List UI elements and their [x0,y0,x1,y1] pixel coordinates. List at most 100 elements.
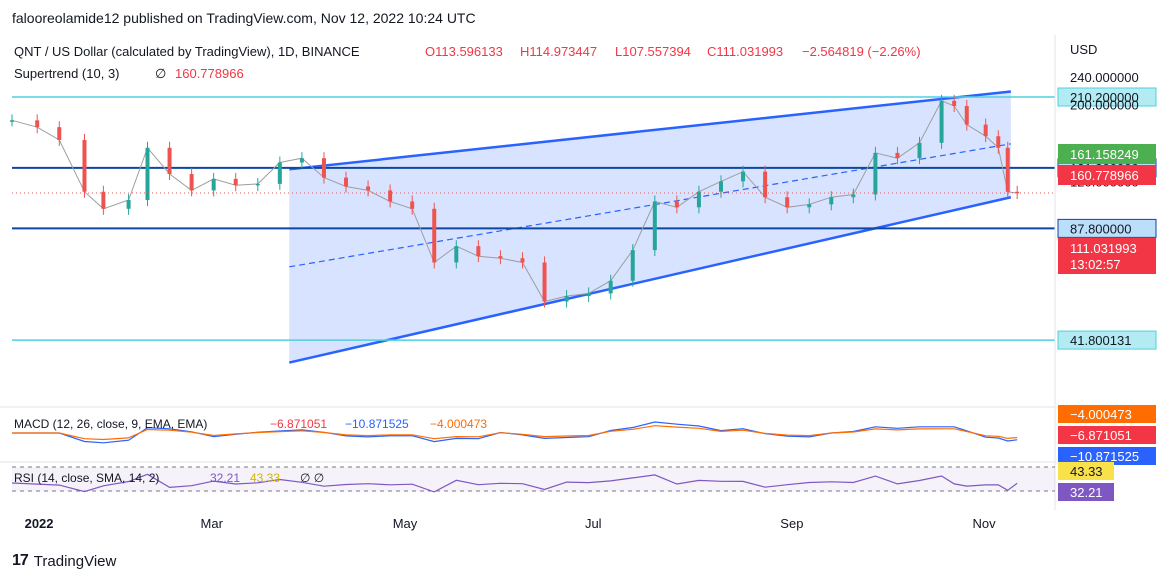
price-chart[interactable]: QNT / US Dollar (calculated by TradingVi… [0,35,1173,550]
level-label: 87.800000 [1070,221,1131,236]
rsi-scale-box [1058,483,1114,501]
candle-body [211,178,216,191]
candle-body [608,280,613,294]
candle-body [410,201,415,209]
macd-signal-value: −4.000473 [430,417,487,431]
candle-body [1005,147,1010,192]
candle-body [564,296,569,302]
x-tick-label: Sep [780,516,803,531]
price-label: 161.158249 [1070,147,1139,162]
tradingview-logo-icon: 17 [12,552,29,569]
candle-body [917,142,922,159]
price-label-box [1058,238,1156,274]
macd-scale-box [1058,426,1156,444]
candle-body [718,181,723,192]
publisher-line: falooreolamide12 published on TradingVie… [12,10,476,26]
price-label-box [1058,165,1156,185]
x-tick-label: Nov [973,516,997,531]
rsi-value: 32.21 [210,471,240,485]
candle-body [983,124,988,137]
candle-body [1015,191,1020,194]
candle-body [498,256,503,259]
rsi-label: RSI (14, close, SMA, 14, 2) [14,471,159,485]
x-tick-label: Jul [585,516,602,531]
ohlc-high: H114.973447 [520,44,597,59]
level-label-box [1057,330,1157,350]
macd-scale-box [1058,447,1156,465]
candle-body [189,174,194,191]
ohlc-open: O113.596133 [425,44,503,59]
candle-body [785,197,790,208]
candle-body [255,183,260,186]
y-tick-label: 200.000000 [1070,97,1139,112]
macd-scale-label: −4.000473 [1070,407,1132,422]
level-label: 210.200000 [1070,90,1139,105]
candle-body [476,246,481,257]
candle-body [996,136,1001,148]
candle-body [233,178,238,186]
ohlc-low: L107.557394 [615,44,691,59]
candle-body [145,147,150,201]
candle-body [520,258,525,263]
rsi-scale-label: 32.21 [1070,485,1103,500]
candle-body [57,127,62,140]
level-label-box [1057,218,1157,238]
price-label: 160.778966 [1070,168,1139,183]
candle-body [167,147,172,175]
candle-body [652,201,657,251]
macd-signal-line [12,425,1018,441]
rsi-scale-box [1058,462,1114,480]
candle-body [741,171,746,182]
macd-scale-label: −6.871051 [1070,428,1132,443]
x-tick-label: Mar [201,516,224,531]
candle-body [873,152,878,195]
footer: 17 TradingView [12,552,116,570]
macd-scale-label: −10.871525 [1070,449,1139,464]
channel-fill [289,91,1011,363]
rsi-line [11,473,1018,493]
candle-body [807,204,812,208]
supertrend-icon: ∅ [155,66,166,81]
price-countdown: 13:02:57 [1070,257,1121,272]
supertrend-value: 160.778966 [175,66,244,81]
price-label-box [1058,144,1156,164]
candle-body [432,208,437,263]
price-label: 111.031993 [1070,241,1137,256]
channel-mid-line [289,143,1011,268]
macd-scale-box [1058,405,1156,423]
brand-label: TradingView [33,552,117,570]
candle-body [388,190,393,202]
macd-label: MACD (12, 26, close, 9, EMA, EMA) [14,417,207,431]
rsi-icons: ∅ ∅ [300,471,324,485]
macd-hist-value: −6.871051 [270,417,327,431]
candle-body [763,171,768,198]
candle-body [454,246,459,263]
symbol-label: QNT / US Dollar (calculated by TradingVi… [14,44,360,59]
candle-body [126,200,131,209]
candle-body [851,194,856,198]
candle-body [299,158,304,163]
candle-body [366,186,371,191]
candle-body [321,158,326,178]
supertrend-label: Supertrend (10, 3) [14,66,120,81]
candle-body [101,191,106,209]
level-label-box [1057,87,1157,107]
candle-body [277,162,282,184]
candle-body [895,152,900,159]
ohlc-close: C111.031993 [707,44,783,59]
x-tick-label: May [393,516,418,531]
level-label: 41.800131 [1070,333,1131,348]
macd-line-value: −10.871525 [345,417,409,431]
candle-body [586,293,591,297]
candle-body [696,191,701,208]
rsi-scale-label: 43.33 [1070,464,1103,479]
candle-body [939,100,944,143]
usd-label: USD [1070,42,1097,57]
y-tick-label: 240.000000 [1070,70,1139,85]
channel-upper-line [289,90,1012,171]
candle-body [35,120,40,128]
candle-body [344,177,349,187]
candle-body [952,100,957,106]
candle-body [10,120,14,122]
rsi-ma-value: 43.33 [250,471,280,485]
